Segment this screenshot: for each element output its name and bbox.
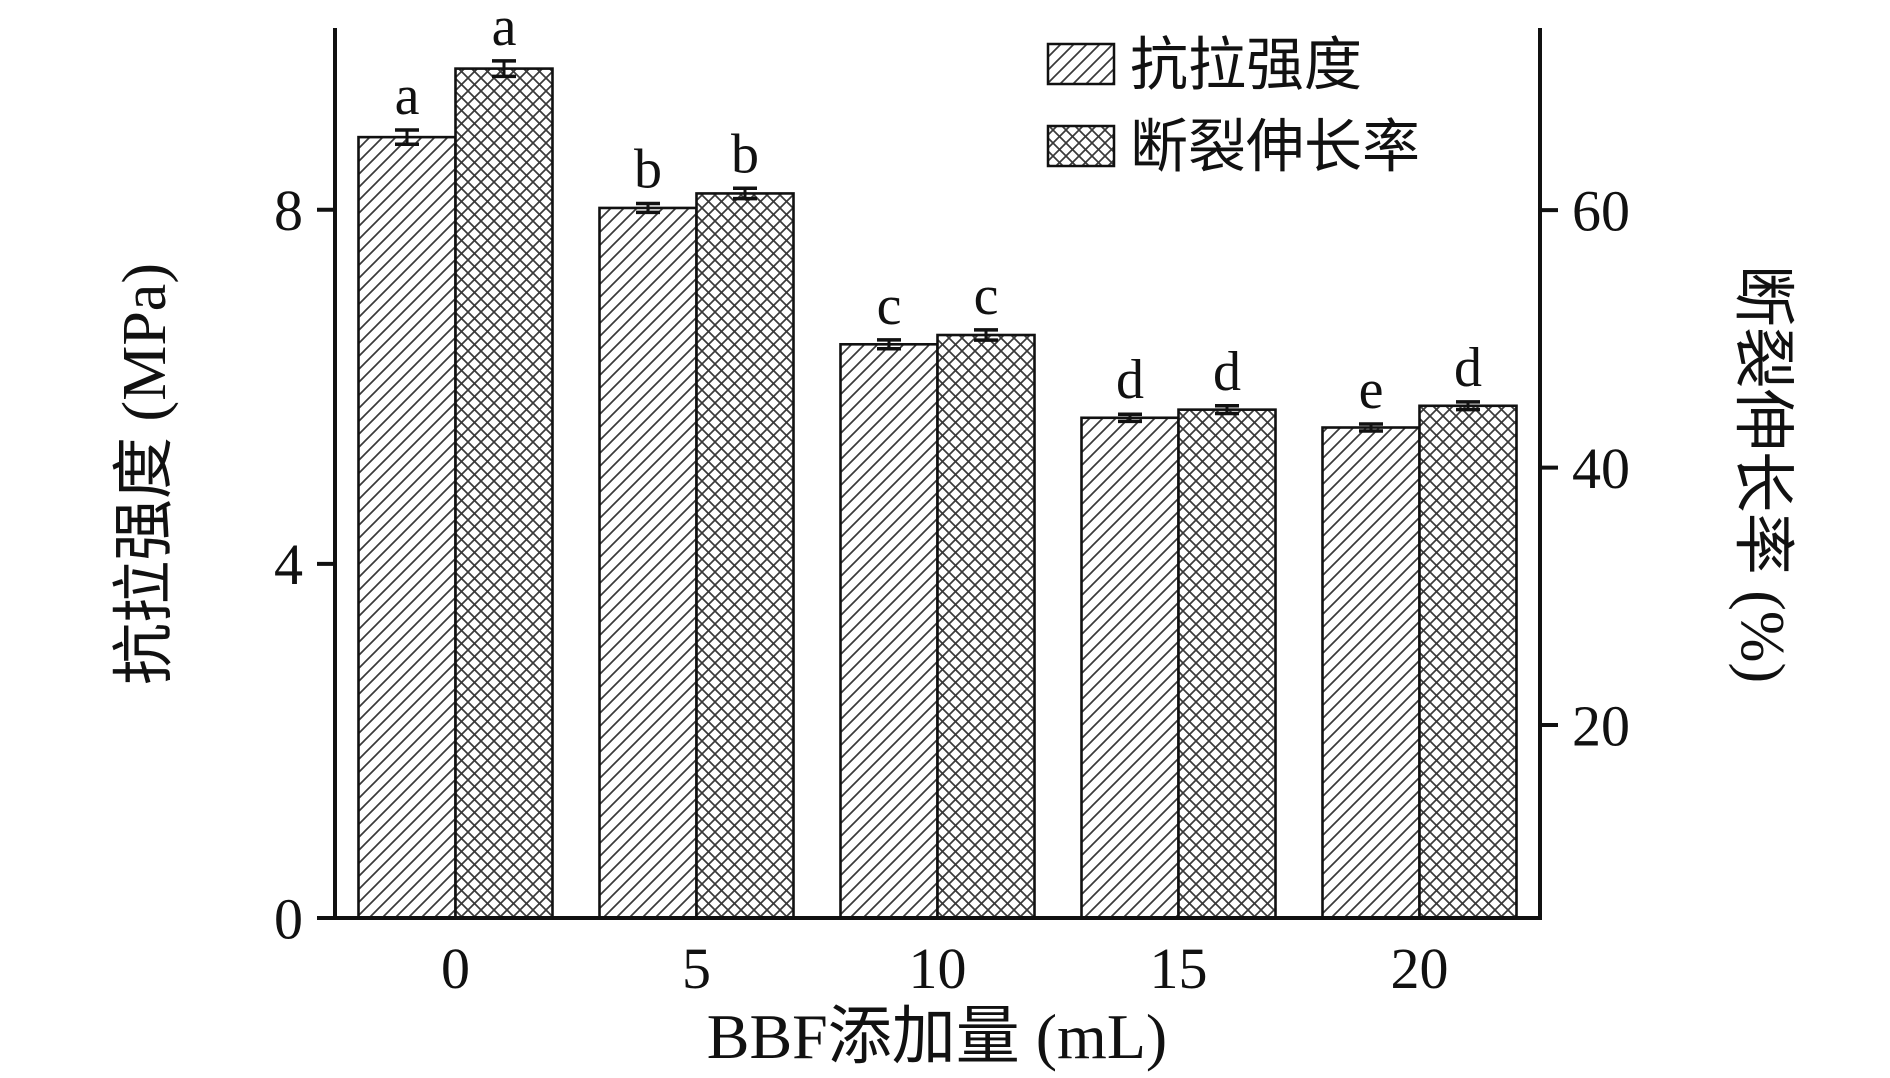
bar-elongation-0 (454, 67, 554, 920)
bar-elongation-10 (936, 333, 1036, 920)
left-axis-title: 抗拉强度 (MPa) (111, 263, 179, 685)
left-tick-label: 4 (274, 532, 303, 597)
legend-swatch-diagonal (1046, 42, 1116, 86)
significance-letter: c (877, 275, 902, 337)
ticks-layer: 0 4 8 20 40 60 0 5 10 15 20 (274, 178, 1630, 1001)
bars-layer: a b c d e a b c d d (357, 0, 1518, 920)
legend-label-elongation: 断裂伸长率 (1130, 114, 1420, 179)
legend: 抗拉强度 断裂伸长率 (1046, 32, 1420, 179)
bar-elongation-20 (1418, 404, 1518, 920)
significance-letter: c (974, 265, 999, 327)
significance-letter: e (1359, 359, 1384, 421)
significance-letter: a (492, 0, 517, 58)
significance-letter: b (731, 123, 759, 185)
x-category-label: 20 (1391, 936, 1449, 1001)
bar-tensile-5 (598, 206, 698, 920)
bar-elongation-15 (1177, 408, 1277, 920)
right-tick-label: 60 (1572, 178, 1630, 243)
right-axis-title: 断裂伸长率 (%) (1728, 265, 1796, 683)
x-category-label: 5 (682, 936, 711, 1001)
significance-letter: d (1116, 349, 1144, 411)
bar-tensile-10 (839, 342, 939, 920)
left-tick-label: 8 (274, 178, 303, 243)
significance-letter: b (634, 139, 662, 201)
x-category-label: 10 (909, 936, 967, 1001)
significance-letter: a (395, 65, 420, 127)
bar-tensile-20 (1321, 426, 1421, 920)
significance-letter: d (1454, 337, 1482, 399)
legend-label-tensile: 抗拉强度 (1130, 32, 1362, 97)
bar-elongation-5 (695, 192, 795, 920)
x-axis-title: BBF添加量 (mL) (707, 1001, 1167, 1072)
x-category-label: 15 (1150, 936, 1208, 1001)
legend-swatch-cross (1046, 124, 1116, 168)
x-category-label: 0 (441, 936, 470, 1001)
left-tick-label: 0 (274, 886, 303, 951)
right-tick-label: 40 (1572, 436, 1630, 501)
bar-tensile-0 (357, 135, 457, 920)
bar-tensile-15 (1080, 416, 1180, 920)
significance-letter: d (1213, 341, 1241, 403)
right-tick-label: 20 (1572, 693, 1630, 758)
